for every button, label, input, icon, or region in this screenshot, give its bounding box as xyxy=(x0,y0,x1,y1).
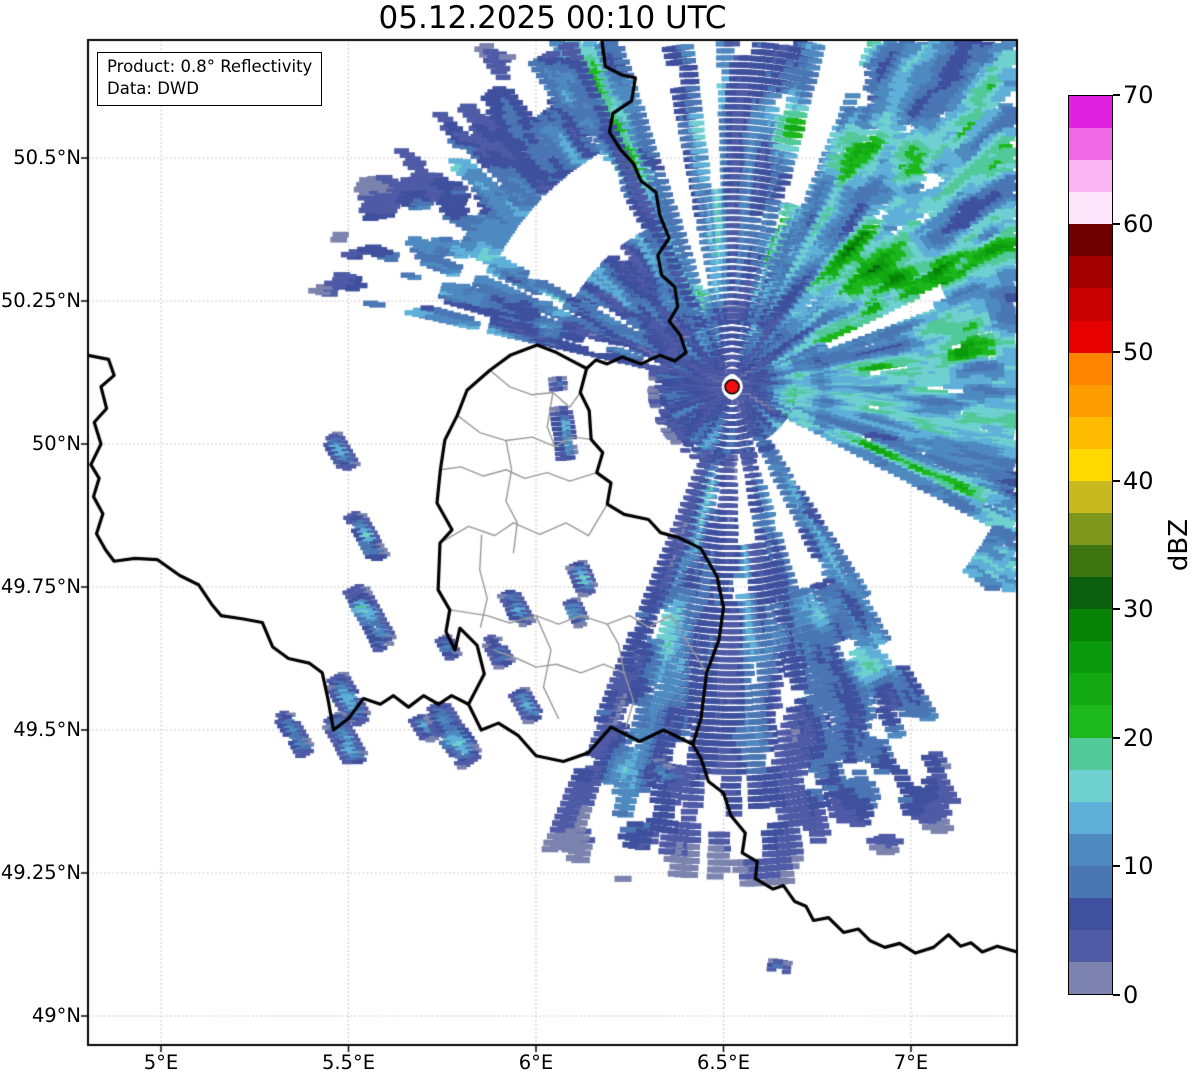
colorbar-color-step xyxy=(1069,96,1112,129)
colorbar-color-step xyxy=(1069,160,1112,193)
colorbar-color-step xyxy=(1069,705,1112,738)
colorbar-color-step xyxy=(1069,192,1112,225)
colorbar-tick-label: 20 xyxy=(1123,723,1154,752)
colorbar-color-step xyxy=(1069,513,1112,546)
colorbar-color-step xyxy=(1069,320,1112,353)
colorbar-axis-label: dBZ xyxy=(1164,518,1194,572)
colorbar-tick-mark xyxy=(1113,608,1120,611)
colorbar-tick-label: 70 xyxy=(1123,81,1154,109)
product-annotation-box: Product: 0.8° Reflectivity Data: DWD xyxy=(97,52,323,106)
colorbar-color-step xyxy=(1069,962,1112,995)
colorbar-color-step xyxy=(1069,673,1112,706)
x-tick-label: 5°E xyxy=(143,1051,179,1074)
y-tick-label: 49.25°N xyxy=(0,861,81,884)
y-tick-label: 49.75°N xyxy=(0,575,81,598)
colorbar-color-step xyxy=(1069,384,1112,417)
y-tick-label: 50.25°N xyxy=(0,289,81,312)
annotation-data-source-line: Data: DWD xyxy=(107,79,199,99)
colorbar-tick-mark xyxy=(1113,94,1120,96)
colorbar-tick-mark xyxy=(1113,994,1120,996)
x-tick-label: 6°E xyxy=(518,1051,554,1074)
x-tick-label: 6.5°E xyxy=(696,1051,751,1074)
y-tick-label: 49°N xyxy=(31,1004,81,1027)
figure-title: 05.12.2025 00:10 UTC xyxy=(378,0,727,36)
colorbar-color-step xyxy=(1069,609,1112,642)
colorbar-color-step xyxy=(1069,480,1112,514)
colorbar-color-step xyxy=(1069,641,1112,674)
colorbar-color-step xyxy=(1069,865,1112,898)
y-tick-label: 50.5°N xyxy=(13,146,81,169)
x-tick-label: 7°E xyxy=(893,1051,929,1074)
x-tick-label: 5.5°E xyxy=(321,1051,376,1074)
colorbar-color-step xyxy=(1069,352,1112,385)
colorbar xyxy=(1068,95,1113,995)
colorbar-color-step xyxy=(1069,448,1112,481)
colorbar-tick-label: 0 xyxy=(1123,981,1139,1009)
colorbar-tick-label: 50 xyxy=(1123,338,1154,367)
colorbar-color-step xyxy=(1069,128,1112,161)
colorbar-color-step xyxy=(1069,897,1112,931)
colorbar-tick-mark xyxy=(1113,865,1120,868)
colorbar-color-step xyxy=(1069,288,1112,321)
colorbar-tick-mark xyxy=(1113,479,1120,482)
colorbar-tick-mark xyxy=(1113,736,1120,739)
colorbar-color-step xyxy=(1069,833,1112,866)
colorbar-tick-label: 40 xyxy=(1123,466,1154,495)
colorbar-tick-mark xyxy=(1113,222,1120,225)
y-tick-label: 50°N xyxy=(31,432,81,455)
colorbar-color-step xyxy=(1069,545,1112,578)
colorbar-color-step xyxy=(1069,256,1112,289)
colorbar-tick-label: 30 xyxy=(1123,595,1154,624)
colorbar-color-step xyxy=(1069,416,1112,449)
y-tick-label: 49.5°N xyxy=(13,718,81,741)
colorbar-color-step xyxy=(1069,801,1112,834)
annotation-product-line: Product: 0.8° Reflectivity xyxy=(107,57,313,76)
colorbar-color-step xyxy=(1069,577,1112,610)
colorbar-color-step xyxy=(1069,737,1112,770)
colorbar-tick-mark xyxy=(1113,351,1120,354)
colorbar-color-step xyxy=(1069,930,1112,963)
colorbar-color-step xyxy=(1069,224,1112,257)
colorbar-tick-label: 60 xyxy=(1123,209,1154,238)
colorbar-color-step xyxy=(1069,769,1112,802)
colorbar-tick-label: 10 xyxy=(1123,852,1154,881)
